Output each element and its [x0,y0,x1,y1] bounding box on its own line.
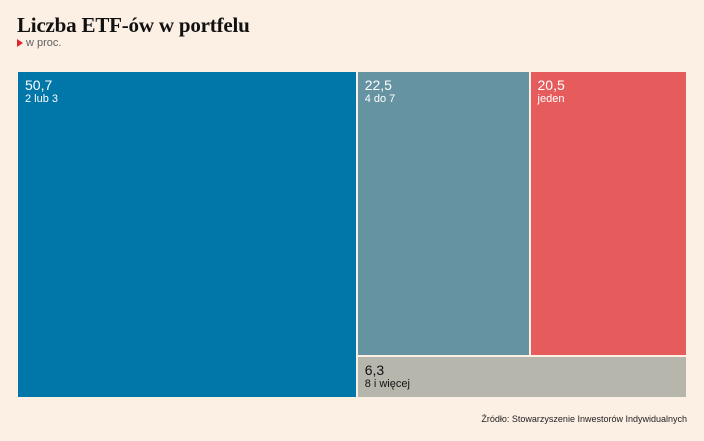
chart-subtitle: w proc. [17,37,61,49]
treemap-tile: 22,5 4 do 7 [356,71,530,357]
source-note: Źródło: Stowarzyszenie Inwestorów Indywi… [481,414,687,424]
treemap-tile: 6,3 8 i więcej [356,356,687,398]
triangle-marker-icon [17,39,23,47]
tile-value-label: 50,7 [25,77,53,93]
unit-label: w proc. [26,37,62,49]
treemap-tile: 50,7 2 lub 3 [17,71,357,398]
treemap-tile: 20,5 jeden [529,71,687,357]
tile-category-label: jeden [537,93,565,105]
tile-category-label: 2 lub 3 [25,93,59,105]
treemap-chart: 50,7 2 lub 3 22,5 4 do 7 20,5 jeden 6,3 8 i wię… [17,71,687,398]
tile-value-label: 22,5 [364,77,392,93]
tile-value-label: 6,3 [364,362,385,379]
tile-value-label: 20,5 [537,77,565,93]
tile-category-label: 4 do 7 [364,93,396,105]
tile-category-label: 8 i więcej [364,378,410,391]
chart-title: Liczba ETF-ów w portfelu [17,13,250,37]
